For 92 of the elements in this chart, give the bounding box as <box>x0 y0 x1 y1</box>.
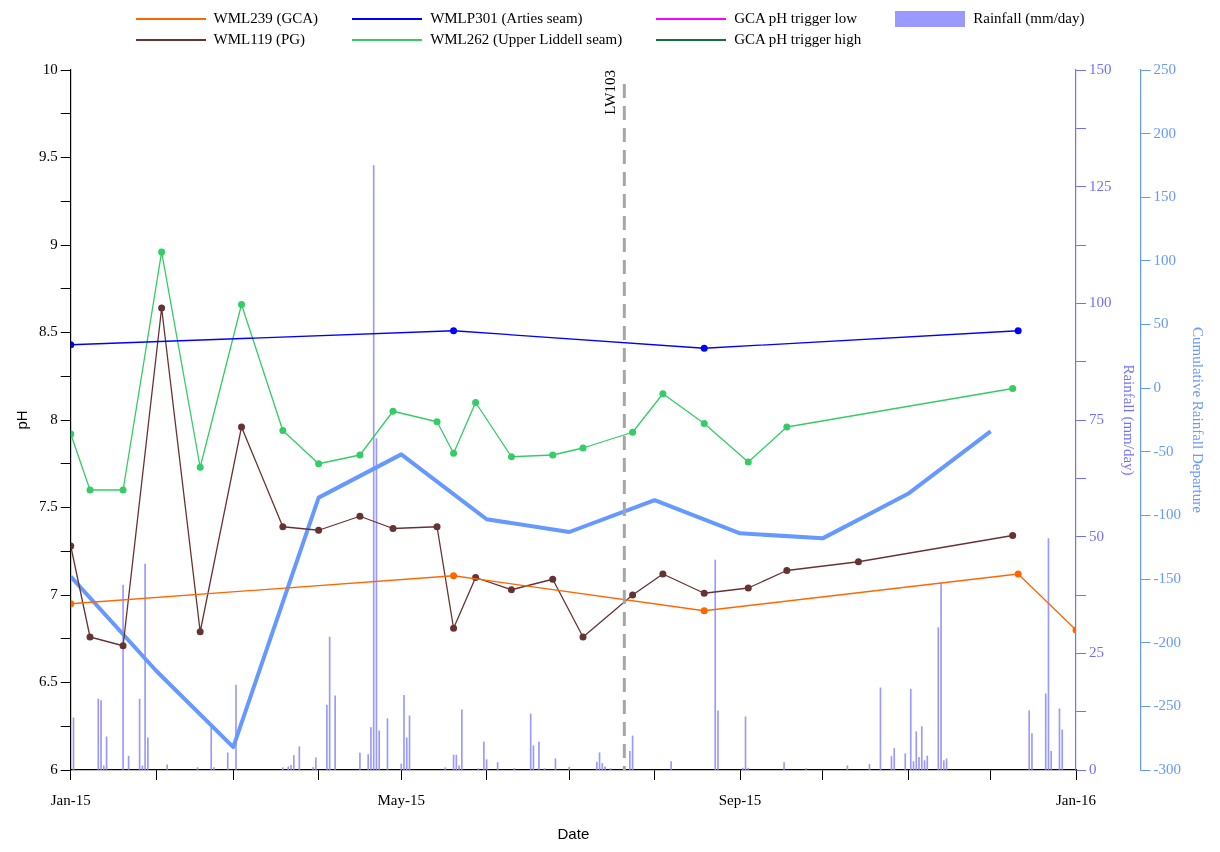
point <box>450 624 458 632</box>
point <box>1009 532 1017 539</box>
point <box>744 458 752 466</box>
point <box>549 451 557 459</box>
point <box>450 327 458 335</box>
point <box>389 407 397 415</box>
point <box>158 248 166 256</box>
y3-axis-title: Cumulative Rainfall Departure <box>1190 327 1207 514</box>
point <box>783 567 791 574</box>
point <box>1014 570 1022 578</box>
point <box>389 525 397 532</box>
y3-tick-label: -250 <box>1153 697 1181 714</box>
x-axis-title: Date <box>557 825 590 843</box>
y-tick-label: 8 <box>50 410 58 427</box>
point <box>659 570 667 578</box>
y-tick-label: 7 <box>50 585 59 602</box>
point <box>700 344 708 352</box>
x-tick-label: Sep-15 <box>718 791 762 808</box>
legend-label: WML239 (GCA) <box>213 10 319 27</box>
y2-tick-label: 0 <box>1089 760 1097 777</box>
point <box>700 607 708 615</box>
point <box>356 451 364 459</box>
point <box>854 558 862 566</box>
point <box>629 591 637 599</box>
point <box>579 633 587 641</box>
legend-label: Rainfall (mm/day) <box>973 10 1085 27</box>
point <box>196 628 204 636</box>
point <box>1014 327 1022 335</box>
y3-tick-label: 150 <box>1153 188 1176 205</box>
y3-tick-label: 0 <box>1153 379 1161 396</box>
point <box>450 572 458 580</box>
y-tick-label: 9 <box>50 235 58 252</box>
y2-tick-label: 125 <box>1089 177 1112 194</box>
legend-label: WMLP301 (Arties seam) <box>430 10 583 27</box>
y3-tick-label: -50 <box>1153 442 1174 459</box>
x-tick-label: May-15 <box>377 791 425 808</box>
x-tick-label: Jan-16 <box>1056 791 1097 808</box>
y3-tick-label: 250 <box>1153 60 1176 77</box>
y2-tick-label: 75 <box>1089 410 1104 427</box>
point <box>659 390 667 398</box>
point <box>238 423 246 431</box>
point <box>700 420 708 427</box>
point <box>356 512 364 520</box>
x-tick-label: Jan-15 <box>50 791 91 808</box>
point <box>86 486 94 494</box>
y2-tick-label: 150 <box>1089 60 1112 77</box>
point <box>579 444 587 452</box>
y2-tick-label: 25 <box>1089 644 1104 661</box>
point <box>238 301 246 308</box>
y3-tick-label: -150 <box>1153 570 1181 587</box>
y3-tick-label: -100 <box>1153 506 1181 523</box>
y-tick-label: 9.5 <box>39 148 58 165</box>
point <box>119 642 127 650</box>
point <box>119 486 127 494</box>
point <box>433 523 441 531</box>
point <box>507 453 515 461</box>
point <box>315 460 323 468</box>
y3-tick-label: -300 <box>1153 760 1181 777</box>
point <box>472 399 480 406</box>
point <box>279 427 287 434</box>
ref-line-label: LW103 <box>601 70 618 115</box>
point <box>450 449 458 457</box>
y3-tick-label: 200 <box>1153 124 1176 141</box>
y-tick-label: 8.5 <box>39 323 58 340</box>
y2-tick-label: 50 <box>1089 527 1104 544</box>
point <box>507 586 515 594</box>
legend-label: WML262 (Upper Liddell seam) <box>430 31 623 48</box>
y2-axis-title: Rainfall (mm/day) <box>1119 364 1137 476</box>
point <box>433 418 441 426</box>
legend-label: WML119 (PG) <box>213 31 306 48</box>
y-axis-title: pH <box>13 410 31 430</box>
legend-label: GCA pH trigger high <box>734 31 862 48</box>
point <box>1009 385 1017 392</box>
point <box>315 526 323 534</box>
y2-tick-label: 100 <box>1089 294 1112 311</box>
point <box>629 428 637 436</box>
y3-tick-label: 100 <box>1153 251 1176 268</box>
point <box>783 423 791 431</box>
point <box>744 584 752 592</box>
y3-tick-label: 50 <box>1153 315 1169 332</box>
point <box>279 523 287 531</box>
point <box>196 463 204 471</box>
y3-tick-label: -200 <box>1153 633 1181 650</box>
point <box>158 304 166 312</box>
point <box>700 589 708 597</box>
y-tick-label: 6.5 <box>39 673 58 690</box>
y-tick-label: 6 <box>50 760 59 777</box>
point <box>549 575 557 583</box>
legend-label: GCA pH trigger low <box>734 10 858 27</box>
point <box>86 633 94 641</box>
y-tick-label: 10 <box>42 60 58 77</box>
y-tick-label: 7.5 <box>39 498 58 515</box>
